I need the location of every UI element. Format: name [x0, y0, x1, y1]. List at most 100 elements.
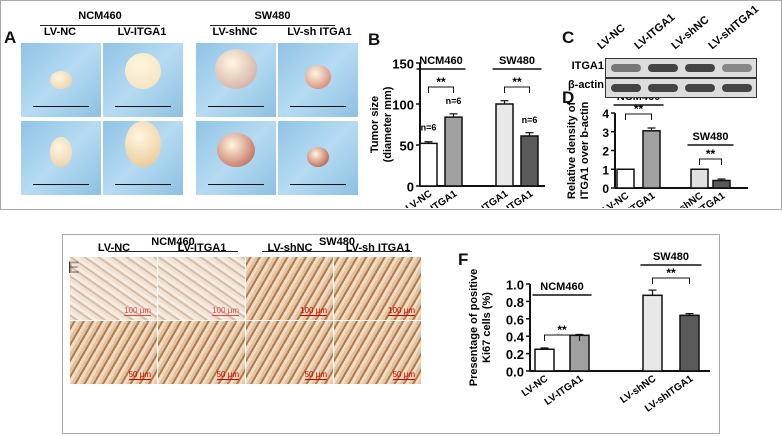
- y-tick-label: 1.0: [506, 278, 524, 293]
- blot-band: [648, 64, 678, 72]
- group-label: SW480: [653, 251, 689, 263]
- scale-bar: [33, 183, 89, 185]
- significance-label: **: [512, 75, 522, 89]
- panel-label-a: A: [4, 28, 17, 47]
- tumor: [307, 147, 329, 167]
- bar-lv-shitga1: [520, 135, 539, 187]
- tumor: [50, 71, 72, 89]
- x-tick-label: LV-ITGA1: [543, 373, 586, 408]
- column-label: LV-ITGA1: [177, 242, 227, 254]
- group-label: NCM460: [419, 55, 462, 67]
- tumor-photo: [20, 120, 102, 196]
- significance-bracket: [544, 334, 580, 341]
- scale-bar-label: 50 μm: [128, 370, 151, 380]
- ihc-image: 50 μm: [246, 321, 333, 384]
- bottom-figure-frame: [62, 234, 720, 434]
- column-label: LV-sh ITGA1: [345, 242, 411, 254]
- group-header-sw480: SW480: [262, 236, 412, 252]
- significance-label: **: [557, 323, 567, 337]
- bar-lv-itga1: [444, 116, 463, 187]
- blot-band: [722, 64, 752, 72]
- column-label: LV-ITGA1: [117, 26, 167, 38]
- n-label: n=6: [522, 115, 538, 125]
- blot-band: [611, 64, 641, 72]
- significance-bracket: [699, 158, 722, 165]
- scale-bar-label: 100 μm: [300, 306, 327, 316]
- significance-bracket: [625, 113, 652, 120]
- tumor-photo: [20, 42, 102, 118]
- significance-label: **: [436, 75, 446, 89]
- ihc-image: 50 μm: [158, 321, 245, 384]
- scale-bar-label: 100 μm: [212, 306, 239, 316]
- scale-bar: [290, 105, 346, 107]
- panel-label-d: D: [562, 88, 575, 107]
- scale-bar-label: 100 μm: [388, 306, 415, 316]
- scale-bar: [115, 183, 171, 185]
- tumor-photo: [102, 42, 184, 118]
- y-axis-label: Presentage of positiveKi67 cells (%): [468, 269, 493, 386]
- tumor-photo: [277, 120, 359, 196]
- blot-row-label-beta-actin: β-actin: [567, 79, 604, 91]
- bar-lv-nc: [616, 168, 635, 189]
- scale-bar: [33, 105, 89, 107]
- bar-lv-itga1: [495, 103, 514, 187]
- n-label: n=6: [421, 122, 437, 132]
- y-tick-label: 0.0: [506, 365, 524, 380]
- y-tick-label: 4: [602, 107, 609, 121]
- y-tick-label: 0.6: [506, 312, 524, 327]
- column-label: LV-shNC: [212, 26, 258, 38]
- blot-band: [685, 84, 715, 92]
- group-header-sw480: SW480: [210, 10, 335, 26]
- significance-label: **: [666, 266, 676, 280]
- tumor: [50, 137, 72, 167]
- scale-bar: [208, 105, 264, 107]
- group-header-ncm460: NCM460: [108, 236, 238, 252]
- column-label: LV-NC: [97, 242, 131, 254]
- scale-bar: [115, 105, 171, 107]
- bar-lv-itga1: [642, 130, 661, 189]
- panel-label-f: F: [458, 250, 469, 269]
- tumor: [215, 49, 257, 89]
- y-tick-label: 2: [602, 145, 609, 159]
- panel-label-c: C: [562, 28, 575, 47]
- group-label: NCM460: [540, 281, 583, 293]
- ihc-image: 100 μm: [246, 257, 333, 320]
- scale-bar: [208, 183, 264, 185]
- blot-beta-actin: [605, 78, 757, 98]
- significance-bracket: [504, 86, 530, 93]
- tumor: [217, 133, 255, 167]
- column-label: LV-shNC: [267, 242, 313, 254]
- bar-lv-nc: [419, 142, 438, 187]
- group-label: SW480: [499, 55, 535, 67]
- significance-bracket: [652, 277, 690, 284]
- y-tick-label: 0.8: [506, 295, 524, 310]
- ihc-image: 100 μm: [70, 257, 157, 320]
- ihc-image: 50 μm: [70, 321, 157, 384]
- significance-label: **: [706, 147, 716, 161]
- bar-lv-shnc: [690, 168, 709, 189]
- y-tick-label: 3: [602, 126, 609, 140]
- blot-row-label-itga1: ITGA1: [571, 60, 604, 72]
- ihc-image: 100 μm: [334, 257, 421, 320]
- tumor-photo: [277, 42, 359, 118]
- y-tick-label: 150: [392, 57, 414, 72]
- y-tick-label: 0: [602, 182, 609, 196]
- y-tick-label: 50: [400, 139, 414, 154]
- bar-lv-shitga1: [679, 314, 700, 372]
- scale-bar-label: 50 μm: [392, 370, 415, 380]
- chart-f-ki67: 0.0 0.2 0.4 0.6 0.8 1.0 Presentage of positive…: [468, 251, 710, 415]
- panel-label-b: B: [368, 30, 381, 49]
- blot-itga1: [605, 58, 757, 78]
- bar-lv-nc: [534, 348, 555, 372]
- group-label: SW480: [692, 131, 728, 143]
- tumor: [305, 65, 331, 89]
- y-axis-label: Tumor size(diameter mm): [369, 86, 394, 162]
- x-tick-label: LV-NC: [520, 373, 550, 399]
- bar-lv-shnc: [642, 294, 663, 372]
- scale-bar-label: 100 μm: [124, 306, 151, 316]
- blot-band: [611, 84, 641, 92]
- scale-bar-label: 50 μm: [304, 370, 327, 380]
- bar-lv-shitga1: [712, 179, 731, 189]
- significance-label: **: [634, 102, 644, 116]
